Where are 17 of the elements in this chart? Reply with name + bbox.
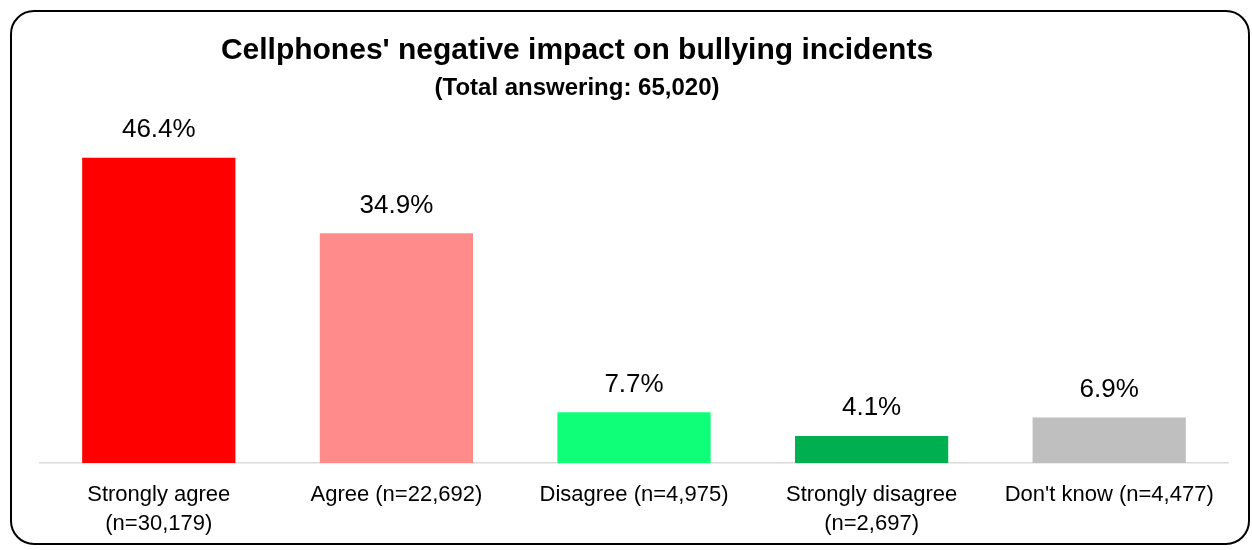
bar: [319, 233, 474, 463]
x-tick-label: Agree (n=22,692): [310, 480, 483, 506]
chart-subtitle: (Total answering: 65,020): [433, 73, 721, 101]
bar: [82, 157, 236, 463]
x-tick-label: Strongly disagree (n=2,697): [785, 480, 958, 535]
data-label: 7.7%: [604, 367, 664, 398]
x-tick-label: Disagree (n=4,975): [539, 480, 729, 506]
data-label: 34.9%: [359, 188, 434, 219]
data-label: 6.9%: [1079, 372, 1139, 403]
chart-title: Cellphones' negative impact on bullying incidents: [219, 31, 935, 67]
data-label: 4.1%: [841, 391, 902, 422]
data-label: 46.4%: [121, 112, 196, 143]
x-tick-label: Strongly agree (n=30,179): [87, 480, 231, 535]
bar: [1032, 417, 1186, 463]
bar: [794, 436, 949, 463]
bar: [557, 412, 711, 463]
x-tick-label: Don't know (n=4,477): [1004, 480, 1214, 506]
